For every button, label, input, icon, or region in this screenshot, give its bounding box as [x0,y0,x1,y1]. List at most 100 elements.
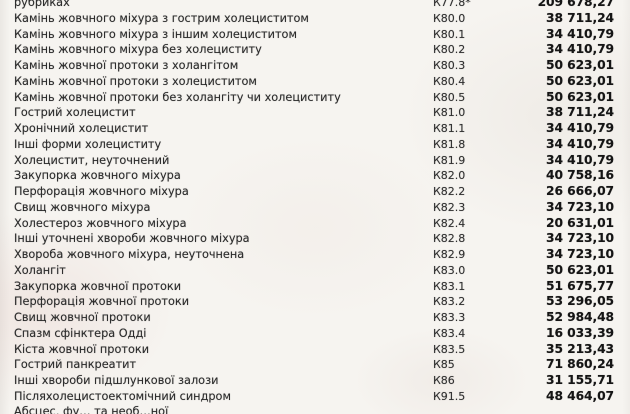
tariff-value: 34 723,10 [546,199,614,214]
tariff-value: 52 984,48 [546,310,614,324]
tariff-value: 34 723,10 [546,231,614,246]
tariff-value: 71 860,24 [546,357,614,372]
diagnosis-name: Гострий панкреатит [14,358,137,372]
icd-code: К83.4 [433,326,466,340]
diagnosis-name: Кіста жовчної протоки [14,342,150,356]
table-row: Свищ жовчної протоки К83.3 52 984,48 [0,310,630,326]
tariff-value: 50 623,01 [546,73,614,88]
table-row: Холецистит, неуточнений К81.9 34 410,79 [0,153,630,169]
tariff-value: 35 213,43 [546,341,614,356]
diagnosis-name: Холестероз жовчного міхура [14,216,187,230]
table-row: Гострий холецистит К81.0 38 711,24 [0,105,630,121]
diagnosis-name: Перфорація жовчного міхура [14,185,189,198]
icd-code: К80.0 [433,11,466,25]
table-row: Спазм сфінктера Одді К83.4 16 033,39 [0,326,630,342]
diagnosis-name: Спазм сфінктера Одді [14,326,147,340]
tariff-value: 38 711,24 [546,10,614,25]
table-row: Камінь жовчного міхура з іншим холецисти… [0,27,630,43]
icd-code: К80.4 [433,74,466,88]
tariff-value: 50 623,01 [546,262,614,277]
diagnosis-name: Гострий холецистит [14,106,136,120]
icd-code: К81.0 [433,106,466,120]
icd-code: К81.9 [433,153,466,167]
tariff-value: 16 033,39 [546,325,614,340]
diagnosis-name: Інші уточнені хвороби жовчного міхура [14,232,250,246]
icd-code: К80.1 [433,27,466,41]
icd-code: К82.0 [433,169,466,183]
table-row: Інші уточнені хвороби жовчного міхура К8… [0,231,630,247]
diagnosis-name: Камінь жовчної протоки з холангітом [14,59,239,72]
table-row: Камінь жовчної протоки без холангіту чи … [0,90,630,106]
tariff-value: 50 623,01 [546,58,614,72]
diagnosis-name: Холецистит, неуточнений [14,153,170,167]
table-row: Холестероз жовчного міхура К82.4 20 631,… [0,216,630,232]
tariff-value: 31 155,71 [546,373,614,387]
tariff-value: 209 678,27 [537,0,615,9]
icd-code: К83.5 [433,342,466,356]
icd-code: К86 [433,374,455,387]
table-row: Камінь жовчної протоки з холангітом К80.… [0,58,630,74]
diagnosis-name: Інші хвороби підшлункової залози [14,374,219,387]
tariff-value: 26 666,07 [546,184,614,198]
table-row: Інші хвороби підшлункової залози К86 31 … [0,373,630,389]
icd-code: К91.5 [433,389,466,403]
icd-code: К77.8* [433,0,471,9]
table-row: Кіста жовчної протоки К83.5 35 213,43 [0,342,630,358]
table-row: Холангіт К83.0 50 623,01 [0,263,630,279]
tariff-value: 34 410,79 [546,136,614,151]
icd-code: К80.5 [433,90,466,104]
table-row: Хронічний холецистит К81.1 34 410,79 [0,121,630,137]
table-row: Камінь жовчного міхура з гострим холецис… [0,11,630,27]
tariff-value: 34 723,10 [546,247,614,261]
tariff-value: 34 410,79 [546,42,614,57]
diagnosis-name: Інші форми холециститу [14,137,162,151]
icd-code: К82.2 [433,185,466,198]
table-row: Хвороба жовчного міхура, неуточнена К82.… [0,247,630,263]
icd-code: К81.1 [433,122,466,135]
table-row: Перфорація жовчного міхура К82.2 26 666,… [0,184,630,200]
tariff-value: 34 410,79 [546,121,614,135]
tariff-value: 34 410,79 [546,152,614,167]
diagnosis-name: Холангіт [14,263,66,277]
table-row: Камінь жовчного міхура без холециститу К… [0,42,630,58]
tariff-value: 53 296,05 [546,294,614,309]
diagnosis-name: Перфорація жовчної протоки [14,295,190,309]
tariff-value: 48 464,07 [546,388,614,403]
diagnosis-name: рубриках [14,0,70,9]
diagnosis-name: Абсцес, фу… та необ…ної [14,404,169,414]
diagnosis-name: Закупорка жовчної протоки [14,279,182,293]
table-row: Інші форми холециститу К81.8 34 410,79 [0,137,630,153]
icd-code: К82.3 [433,200,466,214]
table-row: Камінь жовчної протоки з холециститом К8… [0,74,630,90]
diagnosis-name: Камінь жовчного міхура з гострим холецис… [14,11,309,25]
tariff-value: 20 631,01 [546,215,614,230]
diagnosis-name: Свищ жовчної протоки [14,311,151,324]
icd-code: К83.2 [433,295,466,309]
table-row: Закупорка жовчної протоки К83.1 51 675,7… [0,279,630,295]
table-row: Закупорка жовчного міхура К82.0 40 758,1… [0,168,630,184]
diagnosis-name: Закупорка жовчного міхура [14,169,181,183]
icd-code: К81.8 [433,137,466,151]
diagnosis-name: Камінь жовчного міхура з іншим холецисти… [14,27,297,41]
tariff-value: 34 410,79 [546,26,614,41]
tariff-value: 40 758,16 [546,168,614,183]
icd-code: К83.0 [433,263,466,277]
diagnosis-name: Хронічний холецистит [14,122,149,135]
table-row: Гострий панкреатит К85 71 860,24 [0,357,630,373]
icd-code: К82.4 [433,216,466,230]
icd-code: К80.3 [433,59,466,72]
table-row: Абсцес, фу… та необ…ної [0,405,630,414]
icd-code: К80.2 [433,43,466,57]
diagnosis-name: Хвороба жовчного міхура, неуточнена [14,248,245,261]
table-row: Перфорація жовчної протоки К83.2 53 296,… [0,294,630,310]
table-row: Післяхолецистоектомічний синдром К91.5 4… [0,389,630,405]
diagnosis-name: Камінь жовчної протоки з холециститом [14,74,257,88]
diagnosis-name: Свищ жовчного міхура [14,200,151,214]
icd-code: К82.9 [433,248,466,261]
tariff-value: 50 623,01 [546,89,614,104]
icd-code: К83.3 [433,311,466,324]
icd-code: К82.8 [433,232,466,246]
diagnosis-name: Камінь жовчного міхура без холециститу [14,43,262,57]
